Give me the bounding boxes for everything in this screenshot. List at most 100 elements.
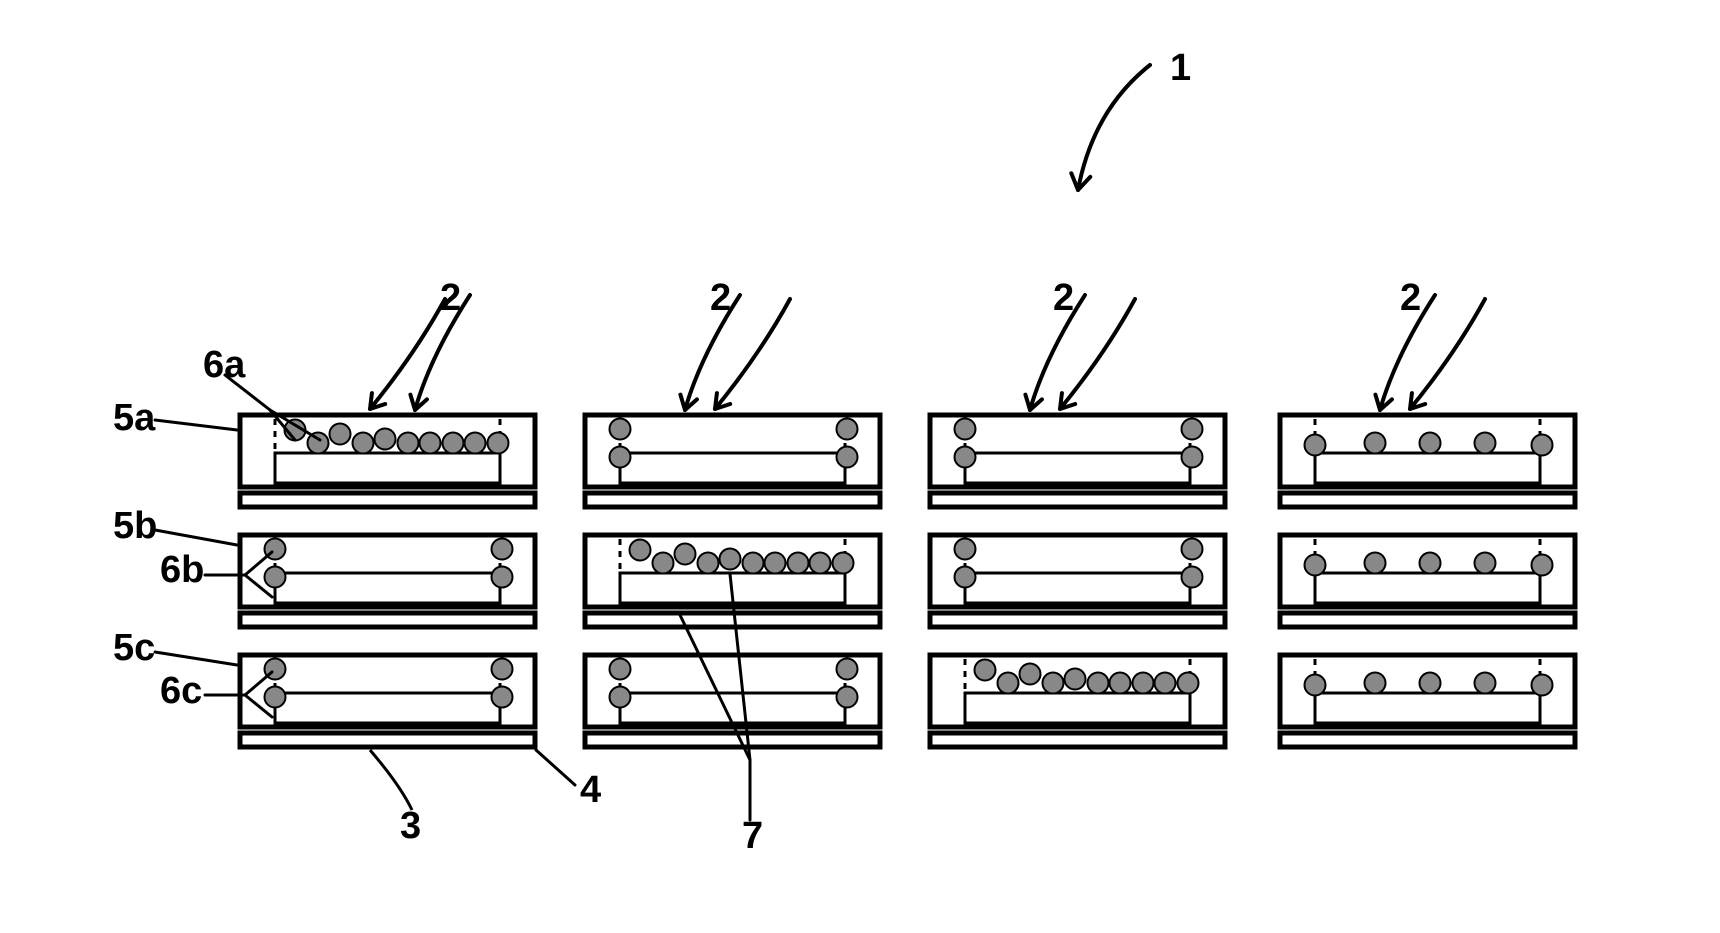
ball [1182, 419, 1203, 440]
ball [1110, 673, 1131, 694]
ball [837, 687, 858, 708]
ball [810, 553, 831, 574]
cell-inner [620, 453, 845, 483]
label-6c: 6c [160, 670, 202, 712]
label-1: 1 [1170, 47, 1191, 89]
ball [420, 433, 441, 454]
ball [1475, 673, 1496, 694]
ball [488, 433, 509, 454]
ball [1532, 555, 1553, 576]
ball [1178, 673, 1199, 694]
ball [330, 424, 351, 445]
cell-base [240, 733, 535, 747]
cell-inner [620, 693, 845, 723]
ball [1475, 433, 1496, 454]
ball [837, 419, 858, 440]
label-6a: 6a [203, 344, 246, 386]
leader-3 [370, 750, 412, 810]
ball [675, 544, 696, 565]
cell-base [930, 733, 1225, 747]
cell-inner [1315, 693, 1540, 723]
ball [1155, 673, 1176, 694]
ball [788, 553, 809, 574]
ball [1065, 669, 1086, 690]
cell-inner [1315, 573, 1540, 603]
ball [955, 567, 976, 588]
cell-inner [275, 453, 500, 483]
ball [492, 539, 513, 560]
cell [240, 655, 535, 747]
arrow-2 [370, 299, 445, 409]
cell-base [585, 733, 880, 747]
ball [1020, 664, 1041, 685]
cell [585, 535, 880, 627]
cell [585, 415, 880, 507]
label-7: 7 [742, 815, 763, 857]
label-2: 2 [710, 277, 731, 319]
cell-base [585, 493, 880, 507]
ball [610, 687, 631, 708]
ball [743, 553, 764, 574]
ball [1420, 553, 1441, 574]
cell-base [1280, 493, 1575, 507]
cell-base [1280, 733, 1575, 747]
ball [375, 429, 396, 450]
ball [955, 447, 976, 468]
ball [610, 447, 631, 468]
cell-base [585, 613, 880, 627]
ball [833, 553, 854, 574]
ball [353, 433, 374, 454]
ball [955, 539, 976, 560]
ball [1475, 553, 1496, 574]
cell-inner [965, 693, 1190, 723]
ball [765, 553, 786, 574]
label-6b: 6b [160, 549, 204, 591]
cell [1280, 535, 1575, 627]
ball [630, 540, 651, 561]
ball [265, 567, 286, 588]
cell [930, 415, 1225, 507]
label-5b: 5b [113, 505, 157, 547]
ball [1305, 675, 1326, 696]
cell [930, 535, 1225, 627]
ball [653, 553, 674, 574]
ball [492, 567, 513, 588]
label-5a: 5a [113, 397, 156, 439]
ball [1043, 673, 1064, 694]
cell [1280, 655, 1575, 747]
ball [1133, 673, 1154, 694]
ball [1532, 435, 1553, 456]
cell [585, 655, 880, 747]
ball [610, 659, 631, 680]
label-2: 2 [1053, 277, 1074, 319]
ball [698, 553, 719, 574]
ball [492, 659, 513, 680]
ball [443, 433, 464, 454]
ball [465, 433, 486, 454]
cell-inner [965, 573, 1190, 603]
ball [975, 660, 996, 681]
cell [240, 535, 535, 627]
label-2: 2 [440, 277, 461, 319]
cell-inner [275, 573, 500, 603]
cell-inner [275, 693, 500, 723]
label-2: 2 [1400, 277, 1421, 319]
cell-base [930, 493, 1225, 507]
ball [1182, 567, 1203, 588]
ball [265, 687, 286, 708]
ball [1088, 673, 1109, 694]
ball [398, 433, 419, 454]
ball [1182, 447, 1203, 468]
ball [837, 659, 858, 680]
ball [837, 447, 858, 468]
cell-base [930, 613, 1225, 627]
ball [1365, 673, 1386, 694]
ball [1365, 433, 1386, 454]
label-4: 4 [580, 769, 601, 811]
ball [1420, 673, 1441, 694]
cell-inner [1315, 453, 1540, 483]
ball [1305, 435, 1326, 456]
cell-base [240, 493, 535, 507]
ball [1182, 539, 1203, 560]
cell [1280, 415, 1575, 507]
